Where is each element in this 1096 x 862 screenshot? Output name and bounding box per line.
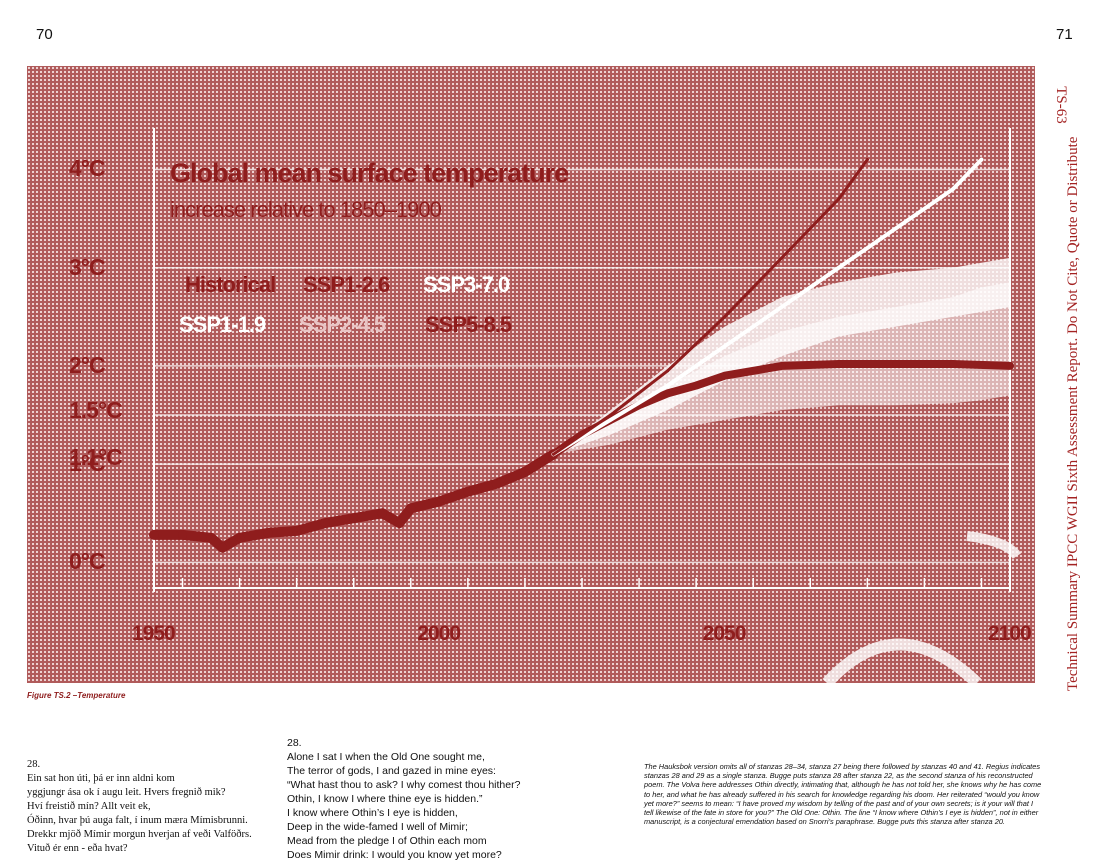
- data-point: [892, 360, 900, 368]
- data-point: [235, 533, 245, 543]
- stanza-line: The terror of gods, I and gazed in mine …: [287, 765, 496, 777]
- data-point: [206, 533, 216, 543]
- band-ssp3-7-0: [553, 257, 1010, 455]
- y-tick-label: 1°C: [69, 450, 106, 477]
- data-point: [951, 187, 955, 191]
- stanza-line: “What hast thou to ask? I why comest tho…: [287, 779, 521, 791]
- data-point: [520, 467, 530, 477]
- data-point: [835, 360, 843, 368]
- old-norse-stanza: 28. Ein sat hon úti, þá er inn aldni kom…: [27, 758, 252, 856]
- page-number-left: 70: [36, 26, 53, 43]
- data-point: [665, 383, 670, 388]
- y-tick-label: 3°C: [69, 253, 106, 280]
- data-point: [217, 543, 228, 553]
- data-point: [836, 265, 841, 270]
- legend-item: SSP3-7.0: [423, 272, 510, 297]
- data-point: [491, 479, 501, 489]
- data-point: [349, 513, 359, 523]
- legend-item: Historical: [185, 272, 276, 297]
- decorative-arc: [822, 638, 982, 683]
- data-point: [778, 362, 786, 370]
- y-tick-label: 1.1°C: [69, 444, 123, 471]
- data-point: [463, 487, 473, 497]
- chart-title: Global mean surface temperature: [170, 158, 569, 188]
- y-tick-label: 2°C: [69, 351, 106, 378]
- page-number-right: 71: [1056, 26, 1073, 43]
- legend-item: SSP5-8.5: [425, 312, 512, 337]
- data-point: [609, 413, 613, 417]
- data-point: [149, 530, 159, 540]
- data-point: [780, 256, 784, 260]
- side-section-code: TS-63: [1053, 86, 1069, 124]
- data-point: [692, 381, 700, 390]
- decorative-swoosh: [966, 531, 1022, 560]
- data-point: [979, 157, 984, 162]
- figure-caption: Figure TS.2 –Temperature: [27, 691, 126, 700]
- data-point: [320, 518, 330, 528]
- english-stanza: 28. Alone I sat I when the Old One sough…: [287, 736, 520, 862]
- stanza-line: Does Mimir drink: I would you know yet m…: [287, 849, 502, 861]
- x-tick-label: 2050: [702, 622, 747, 645]
- data-point: [722, 344, 727, 349]
- data-point: [177, 530, 188, 540]
- x-tick-label: 2100: [988, 622, 1032, 645]
- stanza-line: Deep in the wide-famed I well of Mimir;: [287, 821, 468, 833]
- data-point: [666, 369, 670, 373]
- stanza-line: I know where Othin’s I eye is hidden,: [287, 807, 458, 819]
- data-point: [837, 197, 841, 201]
- data-point: [394, 518, 404, 528]
- temperature-chart: [149, 128, 1022, 683]
- data-point: [1006, 362, 1014, 370]
- stanza-line: Mead from the pledge I of Othin each mom: [287, 835, 487, 847]
- y-tick-label: 1.5°C: [69, 397, 123, 424]
- stanza-note: The Hauksbok version omits all of stanza…: [644, 762, 1042, 827]
- stanza-number: 28.: [27, 759, 41, 770]
- side-running-title: Technical Summary IPCC WGII Sixth Assess…: [1065, 136, 1081, 691]
- data-point: [894, 226, 898, 231]
- x-tick-label: 2000: [417, 622, 461, 645]
- legend-item: SSP1-1.9: [179, 312, 266, 337]
- data-point: [263, 528, 273, 538]
- chart-subtitle: increase relative to 1850–1900: [170, 197, 442, 222]
- stanza-line: Othin, I know I where thine eye is hidde…: [287, 793, 483, 805]
- legend-item: SSP2-4.5: [299, 312, 386, 337]
- stanza-line: Drekkr mjöð Mímir morgun hverjan af veði…: [27, 829, 252, 840]
- data-point: [406, 503, 416, 513]
- y-tick-label: 4°C: [69, 155, 106, 182]
- stanza-line: Vituð ér enn - eða hvat?: [27, 843, 128, 854]
- data-point: [608, 418, 613, 422]
- data-point: [865, 158, 869, 162]
- stanza-line: yggjungr ása ok í augu leit. Hvers fregn…: [27, 787, 226, 798]
- stanza-line: Hví freistið mín? Allt veit ek,: [27, 801, 151, 812]
- data-point: [377, 508, 387, 518]
- legend-item: SSP1-2.6: [303, 272, 390, 297]
- data-point: [949, 360, 957, 368]
- data-point: [721, 372, 729, 380]
- data-point: [292, 526, 302, 536]
- stanza-number: 28.: [287, 737, 302, 749]
- stanza-line: Ein sat hon úti, þá er inn aldni kom: [27, 773, 175, 784]
- temperature-figure: Global mean surface temperature increase…: [27, 66, 1035, 683]
- y-tick-label: 0°C: [69, 548, 106, 575]
- data-point: [779, 305, 784, 309]
- x-tick-label: 1950: [132, 622, 176, 645]
- series-line-historical: [149, 449, 559, 553]
- stanza-line: Óðinn, hvar þú auga falt, í inum mæra Mí…: [27, 815, 248, 826]
- stanza-line: Alone I sat I when the Old One sought me…: [287, 751, 485, 763]
- data-point: [434, 496, 444, 507]
- data-point: [663, 389, 672, 398]
- data-point: [723, 315, 727, 319]
- data-point: [551, 452, 555, 456]
